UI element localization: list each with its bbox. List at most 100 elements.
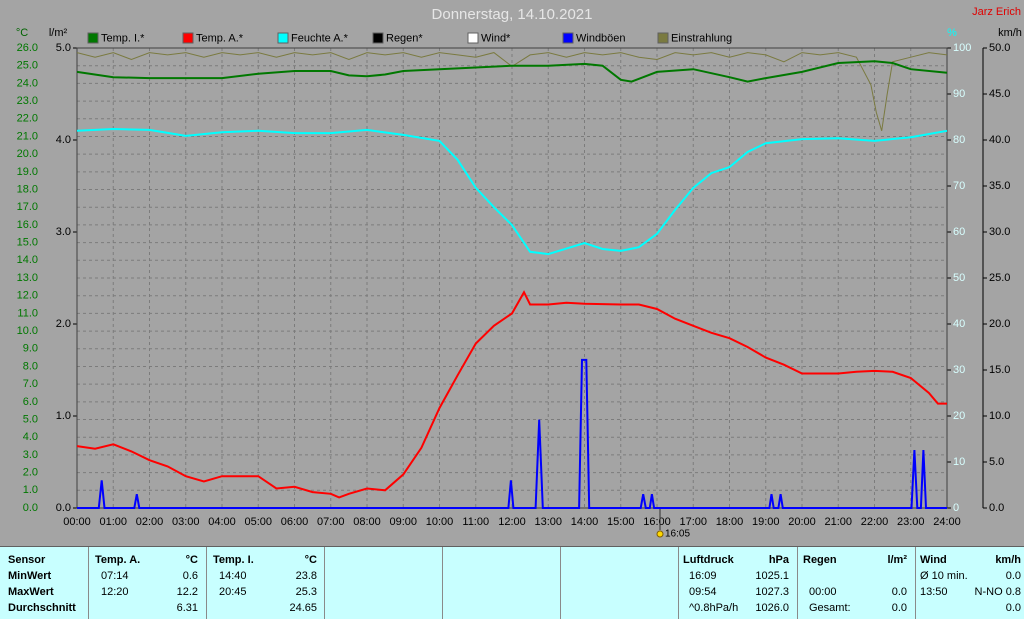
y4-tick-label: 25.0	[989, 272, 1010, 284]
y3-tick-label: 30	[953, 364, 965, 376]
y3-tick-label: 90	[953, 88, 965, 100]
author: Jarz Erich	[972, 6, 1021, 18]
column-separator	[678, 547, 679, 619]
table-cell: Luftdruck	[683, 554, 734, 566]
series-line	[76, 127, 948, 256]
legend-swatch	[657, 32, 669, 44]
chart: Donnerstag, 14.10.2021 Jarz Erich °C l/m…	[16, 6, 1022, 540]
x-tick-label: 06:00	[281, 516, 309, 528]
table-cell: Ø 10 min.	[920, 570, 968, 582]
y-tick-label: 21.0	[17, 130, 38, 142]
table-cell: 1027.3	[755, 586, 789, 598]
legend-swatch	[277, 32, 289, 44]
x-tick-label: 16:00	[643, 516, 671, 528]
legend-swatch	[182, 32, 194, 44]
x-tick-label: 02:00	[136, 516, 164, 528]
x-tick-label: 00:00	[63, 516, 91, 528]
x-tick-label: 18:00	[716, 516, 744, 528]
legend-label: Temp. I.*	[101, 32, 145, 44]
table-cell: 00:00	[809, 586, 837, 598]
y2-tick-label: 5.0	[56, 42, 71, 54]
y-tick-label: 8.0	[23, 360, 38, 372]
y4-tick-label: 10.0	[989, 410, 1010, 422]
legend-label: Temp. A.*	[196, 32, 244, 44]
y-tick-label: 6.0	[23, 396, 38, 408]
axis-unit: km/h	[998, 27, 1022, 39]
y-tick-label: 19.0	[17, 166, 38, 178]
x-tick-label: 10:00	[426, 516, 454, 528]
legend-swatch	[562, 32, 574, 44]
y2-tick-label: 2.0	[56, 318, 71, 330]
x-tick-label: 24:00	[933, 516, 961, 528]
table-cell: °C	[185, 554, 198, 566]
table-cell: 0.0	[891, 602, 907, 614]
y4-tick-label: 40.0	[989, 134, 1010, 146]
table-cell: 1026.0	[755, 602, 789, 614]
x-tick-label: 01:00	[99, 516, 127, 528]
table-cell: Gesamt:	[809, 602, 851, 614]
sun-icon	[656, 530, 664, 538]
y4-tick-label: 50.0	[989, 42, 1010, 54]
y-tick-label: 15.0	[17, 237, 38, 249]
table-cell: 25.3	[295, 586, 317, 598]
y-tick-label: 9.0	[23, 343, 38, 355]
x-tick-label: 23:00	[897, 516, 925, 528]
table-cell: Temp. A.	[95, 554, 141, 566]
column-separator	[324, 547, 325, 619]
y-tick-label: 20.0	[17, 148, 38, 160]
x-tick-label: 04:00	[208, 516, 236, 528]
table-cell: l/m²	[887, 554, 907, 566]
y3-tick-label: 70	[953, 180, 965, 192]
y3-tick-label: 60	[953, 226, 965, 238]
y3-tick-label: 50	[953, 272, 965, 284]
y2-tick-label: 3.0	[56, 226, 71, 238]
x-tick-label: 20:00	[788, 516, 816, 528]
y-tick-label: 7.0	[23, 378, 38, 390]
y4-tick-label: 5.0	[989, 456, 1004, 468]
series-line	[77, 358, 947, 509]
axis-unit: %	[947, 27, 957, 39]
table-cell: 12.2	[176, 586, 198, 598]
table-cell: 16:09	[689, 570, 717, 582]
column-separator	[88, 547, 89, 619]
table-cell: Sensor	[8, 554, 46, 566]
table-cell: ^0.8hPa/h	[689, 602, 739, 614]
y4-tick-label: 20.0	[989, 318, 1010, 330]
y3-tick-label: 40	[953, 318, 965, 330]
legend-swatch	[372, 32, 384, 44]
y3-tick-label: 20	[953, 410, 965, 422]
table-cell: km/h	[995, 554, 1021, 566]
legend-swatch	[87, 32, 99, 44]
y-tick-label: 10.0	[17, 325, 38, 337]
table-cell: 0.6	[182, 570, 198, 582]
table-cell: MinWert	[8, 570, 52, 582]
y-tick-label: 17.0	[17, 201, 38, 213]
legend-label: Feuchte A.*	[291, 32, 349, 44]
x-tick-label: 12:00	[498, 516, 526, 528]
column-separator	[797, 547, 798, 619]
table-cell: Regen	[803, 554, 837, 566]
y4-tick-label: 15.0	[989, 364, 1010, 376]
y4-tick-label: 30.0	[989, 226, 1010, 238]
y2-tick-label: 1.0	[56, 410, 71, 422]
table-cell: 6.31	[176, 602, 198, 614]
table-cell: MaxWert	[8, 586, 54, 598]
x-tick-label: 03:00	[172, 516, 200, 528]
table-cell: 23.8	[295, 570, 317, 582]
x-tick-label: 19:00	[752, 516, 780, 528]
x-tick-label: 11:00	[462, 516, 489, 528]
legend-label: Wind*	[481, 32, 511, 44]
y-tick-label: 16.0	[17, 219, 38, 231]
table-cell: Durchschnitt	[8, 602, 76, 614]
y-tick-label: 14.0	[17, 254, 38, 266]
table-cell: 12:20	[101, 586, 129, 598]
axis-unit: l/m²	[49, 27, 68, 39]
y4-tick-label: 0.0	[989, 502, 1004, 514]
x-tick-label: 21:00	[824, 516, 852, 528]
y-tick-label: 22.0	[17, 113, 38, 125]
summary-table: Sensor Temp. A. °C Temp. I. °C Luftdruck hPa Re…	[0, 546, 1024, 619]
table-cell: Wind	[920, 554, 947, 566]
y-tick-label: 2.0	[23, 467, 38, 479]
column-separator	[915, 547, 916, 619]
